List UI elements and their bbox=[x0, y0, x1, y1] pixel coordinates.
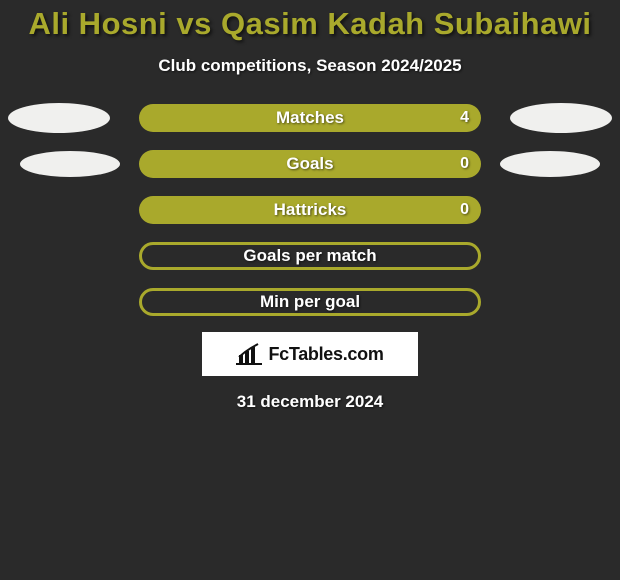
page-title: Ali Hosni vs Qasim Kadah Subaihawi bbox=[0, 0, 620, 42]
stat-value-right: 0 bbox=[460, 155, 469, 173]
player-left-marker bbox=[20, 151, 120, 177]
player-left-marker bbox=[8, 103, 110, 133]
stat-bar: Hattricks 0 bbox=[139, 196, 481, 224]
stat-label: Matches bbox=[276, 108, 344, 128]
stat-bar: Goals 0 bbox=[139, 150, 481, 178]
stat-rows: Matches 4 Goals 0 Hattricks 0 Goals per match M… bbox=[0, 104, 620, 316]
stat-bar: Min per goal bbox=[139, 288, 481, 316]
stat-label: Min per goal bbox=[260, 292, 360, 312]
stat-value-right: 0 bbox=[460, 201, 469, 219]
stat-row: Goals 0 bbox=[0, 150, 620, 178]
stat-row: Min per goal bbox=[0, 288, 620, 316]
stat-bar: Matches 4 bbox=[139, 104, 481, 132]
snapshot-date: 31 december 2024 bbox=[0, 392, 620, 412]
stat-label: Hattricks bbox=[274, 200, 347, 220]
stat-row: Hattricks 0 bbox=[0, 196, 620, 224]
source-badge-text: FcTables.com bbox=[268, 344, 383, 365]
stat-row: Goals per match bbox=[0, 242, 620, 270]
chart-icon bbox=[236, 343, 262, 365]
stat-row: Matches 4 bbox=[0, 104, 620, 132]
stat-bar: Goals per match bbox=[139, 242, 481, 270]
player-right-marker bbox=[510, 103, 612, 133]
player-right-marker bbox=[500, 151, 600, 177]
stat-label: Goals bbox=[286, 154, 333, 174]
source-badge: FcTables.com bbox=[202, 332, 418, 376]
page-subtitle: Club competitions, Season 2024/2025 bbox=[0, 56, 620, 76]
stat-value-right: 4 bbox=[460, 109, 469, 127]
stat-label: Goals per match bbox=[243, 246, 376, 266]
